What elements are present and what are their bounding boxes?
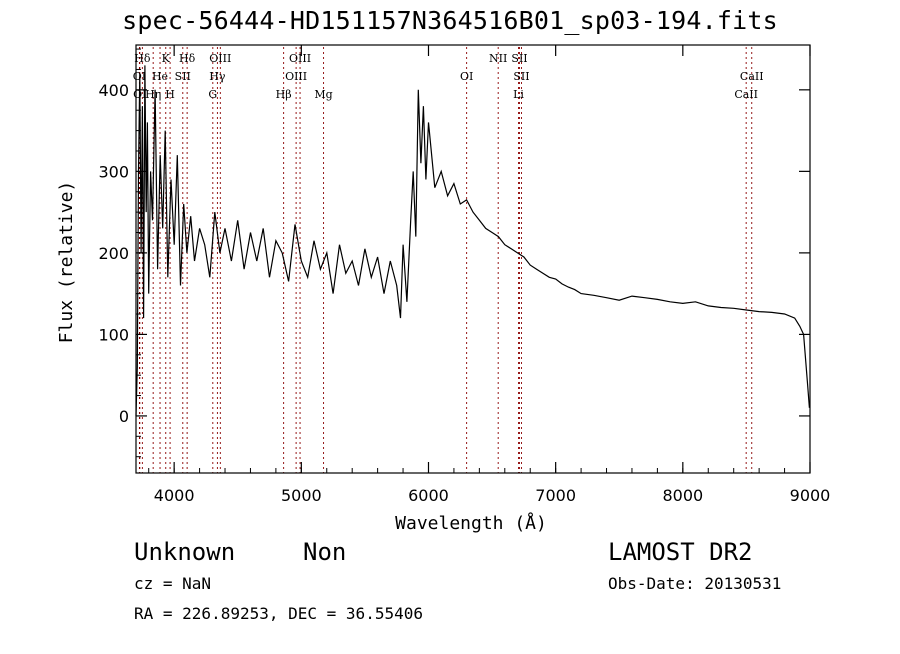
x-axis-label: Wavelength (Å) <box>395 512 547 534</box>
spectral-line-label: Hδ <box>134 52 151 65</box>
spectral-line-label: SII <box>511 52 527 65</box>
spectral-line-label: OIII <box>285 70 307 83</box>
spectral-line-label: OIII <box>209 52 231 65</box>
survey-name: LAMOST DR2 <box>608 538 753 566</box>
spectral-line-label: Mg <box>314 88 332 101</box>
spectral-line-label: G <box>208 88 217 101</box>
y-tick-label: 300 <box>98 162 129 181</box>
x-tick-label: 7000 <box>535 486 576 505</box>
spectral-line-label: Hδ <box>179 52 196 65</box>
x-tick-label: 5000 <box>281 486 322 505</box>
x-tick-label: 4000 <box>154 486 195 505</box>
x-tick-label: 8000 <box>662 486 703 505</box>
spectral-line-label: SII <box>175 70 191 83</box>
sky-coordinates: RA = 226.89253, DEC = 36.55406 <box>134 604 423 623</box>
object-subclass: Non <box>303 538 347 566</box>
spectral-line-label: H <box>165 88 175 101</box>
spectral-line-label: He <box>152 70 168 83</box>
y-axis-label: Flux (relative) <box>56 181 77 344</box>
y-tick-label: 0 <box>119 407 129 426</box>
spectral-line-label: NII <box>489 52 507 65</box>
spectral-line-label: CaII <box>734 88 758 101</box>
y-tick-label: 200 <box>98 244 129 263</box>
spectral-line-label: SII <box>513 70 529 83</box>
redshift-cz: cz = NaN <box>134 574 212 593</box>
spectral-line-label: Hγ <box>209 70 226 83</box>
spectral-line-label: Li <box>513 88 524 101</box>
spectral-line-label: CaII <box>740 70 764 83</box>
y-axis-ticks: 0 100 200 300 400 <box>98 48 810 458</box>
spectral-line-label: Hη <box>145 88 161 101</box>
spectral-line-label: K <box>162 52 171 65</box>
y-tick-label: 100 <box>98 325 129 344</box>
x-tick-label: 6000 <box>408 486 449 505</box>
x-axis-ticks: 4000 5000 6000 7000 8000 9000 <box>148 45 831 505</box>
spectrum-series-line <box>135 65 810 416</box>
spectral-line-label: OIII <box>289 52 311 65</box>
chart-title: spec-56444-HD151157N364516B01_sp03-194.f… <box>122 6 778 35</box>
x-tick-label: 9000 <box>790 486 831 505</box>
object-class: Unknown <box>134 538 236 566</box>
spectral-line-label: OI <box>460 70 473 83</box>
y-tick-label: 400 <box>98 81 129 100</box>
plot-frame <box>135 44 811 474</box>
observation-date: Obs-Date: 20130531 <box>608 574 782 593</box>
spectral-line-label: Hβ <box>276 88 292 101</box>
